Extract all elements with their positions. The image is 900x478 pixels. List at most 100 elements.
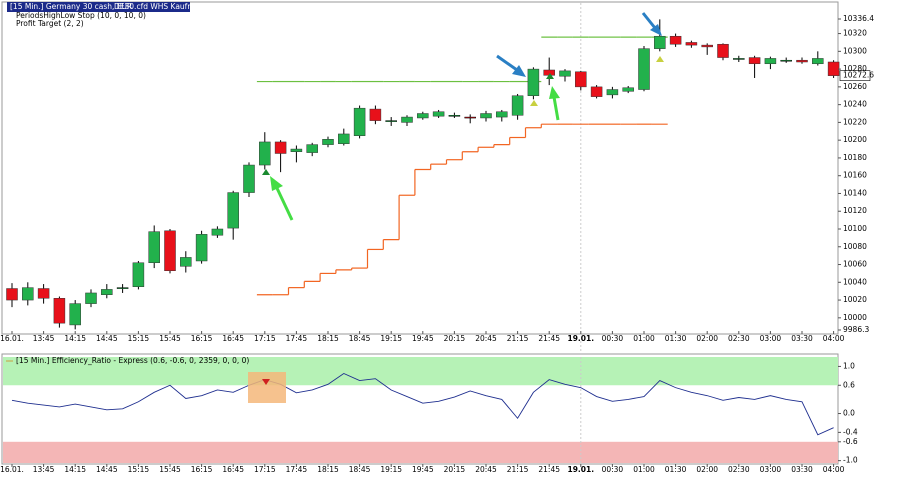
candle-body — [37, 288, 50, 299]
threshold-band — [3, 357, 838, 386]
x-tick-label: 18:45 — [349, 334, 371, 343]
y-tick-label: 10260 — [843, 82, 867, 91]
candle-body — [116, 287, 129, 289]
candle-body — [511, 95, 524, 116]
candle-body — [685, 42, 698, 46]
candle-body — [164, 230, 176, 271]
x-tick-label: 20:15 — [444, 334, 466, 343]
x-tick-label: 14:15 — [64, 334, 86, 343]
highlight-box — [248, 372, 286, 403]
candle-body — [496, 111, 508, 118]
candle-body — [290, 148, 303, 152]
candle-body — [717, 43, 729, 58]
candle-body — [227, 192, 239, 229]
x-tick-label: 13:45 — [33, 334, 55, 343]
y-tick-label: 10000 — [843, 313, 867, 322]
candle-body — [259, 141, 271, 166]
x-tick-label: 21:15 — [507, 465, 529, 474]
candle-body — [53, 298, 66, 324]
target-marker — [530, 100, 538, 106]
candle-body — [6, 288, 18, 301]
x-tick-label: 20:15 — [444, 465, 466, 474]
x-tick-label: 00:30 — [602, 334, 624, 343]
y-tick-label: 9986.3 — [843, 325, 869, 334]
x-tick-label: 19:45 — [412, 334, 434, 343]
x-tick-label: 14:45 — [96, 465, 118, 474]
candle-body — [22, 287, 34, 301]
candle-body — [559, 70, 571, 77]
candle-body — [606, 89, 619, 96]
x-tick-label: 21:15 — [507, 334, 529, 343]
x-tick-label: 20:45 — [475, 334, 497, 343]
x-tick-label: 15:15 — [128, 334, 150, 343]
candle-body — [148, 231, 160, 264]
chart-title: [15 Min.] Germany 30 cash, EUR — [10, 2, 132, 11]
x-tick-label: 17:45 — [286, 334, 308, 343]
x-tick-label: 18:15 — [317, 334, 339, 343]
price-panel-frame — [1, 1, 839, 335]
indicator-panel-frame — [1, 353, 839, 465]
candle-body — [401, 116, 413, 123]
candle-body — [369, 108, 382, 121]
entry-marker — [262, 169, 270, 175]
candle-body — [764, 58, 777, 65]
candle-body — [748, 57, 761, 65]
x-tick-label: 18:15 — [317, 465, 339, 474]
candle-body — [480, 113, 492, 119]
candle-body — [180, 257, 192, 267]
y-tick-label: 10040 — [843, 277, 867, 286]
candle-body — [701, 44, 713, 48]
x-tick-label: 17:15 — [254, 334, 276, 343]
y-tick-label: 10300 — [843, 46, 867, 55]
efficiency-line — [11, 372, 834, 436]
candle-body — [464, 116, 476, 119]
x-tick-label: 03:30 — [791, 465, 813, 474]
target-marker — [656, 56, 664, 62]
y-tick-label: 1.0 — [843, 361, 855, 370]
y-tick-label: -0.6 — [843, 437, 858, 446]
x-tick-label: 15:15 — [128, 465, 150, 474]
candle-body — [448, 115, 461, 117]
candle-body — [417, 113, 429, 119]
y-tick-label: 10220 — [843, 117, 867, 126]
candle-body — [575, 71, 587, 88]
y-tick-label: -1.0 — [843, 456, 858, 465]
x-tick-label: 16.01. — [0, 465, 24, 474]
candle-body — [590, 86, 603, 97]
candle-body — [243, 164, 255, 193]
x-tick-label: 01:30 — [665, 334, 687, 343]
candle-body — [274, 141, 287, 154]
y-tick-label: 10240 — [843, 100, 867, 109]
x-tick-label: 16:45 — [222, 465, 244, 474]
x-tick-label: 21:45 — [538, 465, 560, 474]
x-tick-label: 15:45 — [159, 334, 181, 343]
candle-body — [654, 35, 666, 49]
candle-body — [385, 120, 397, 122]
candle-body — [322, 139, 334, 145]
candle-body — [432, 111, 445, 117]
candle-body — [353, 107, 366, 136]
title-box — [7, 2, 190, 12]
x-tick-label: 16.01. — [0, 334, 24, 343]
current-price-label: 10272.6 — [843, 71, 874, 80]
threshold-band — [3, 441, 838, 463]
x-tick-label: 18:45 — [349, 465, 371, 474]
y-tick-label: 10336.4 — [843, 14, 874, 23]
y-tick-label: 10200 — [843, 135, 867, 144]
x-tick-label: 03:30 — [791, 334, 813, 343]
legend-entry: PeriodsHighLow Stop (10, 0, 10, 0) — [16, 11, 146, 20]
x-tick-label: 19.01. — [568, 465, 595, 474]
x-tick-label: 04:00 — [823, 334, 845, 343]
x-tick-label: 19:15 — [380, 465, 402, 474]
x-tick-label: 16:45 — [222, 334, 244, 343]
x-tick-label: 03:00 — [760, 465, 782, 474]
x-tick-label: 21:45 — [538, 334, 560, 343]
x-tick-label: 16:15 — [191, 334, 213, 343]
candle-body — [527, 68, 540, 97]
x-tick-label: 15:45 — [159, 465, 181, 474]
candle-body — [195, 234, 208, 262]
legend-entry: Profit Target (2, 2) — [16, 19, 84, 28]
